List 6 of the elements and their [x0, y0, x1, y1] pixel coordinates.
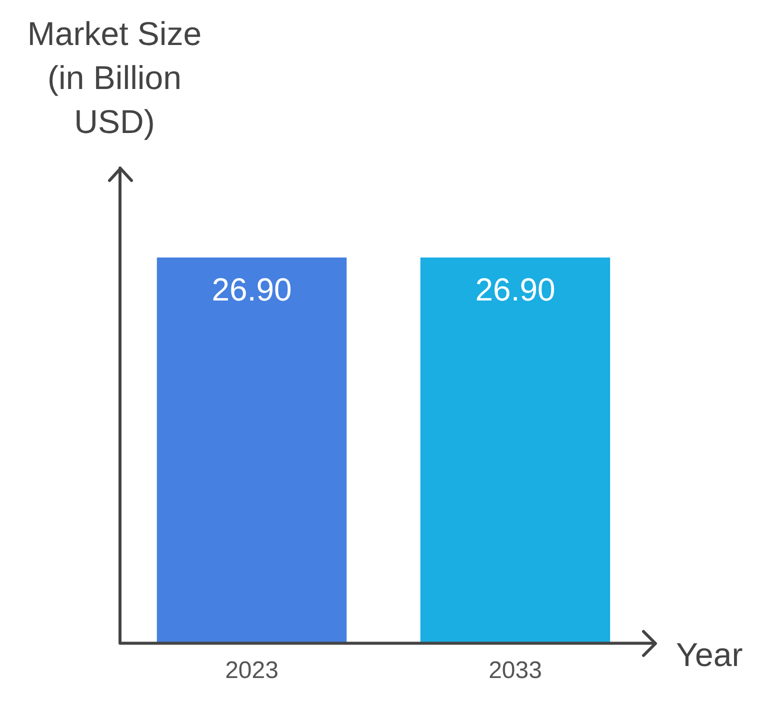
x-axis-title: Year — [676, 636, 743, 674]
data-label: 26.90 — [212, 271, 292, 308]
x-tick-label: 2033 — [488, 657, 542, 684]
x-tick-label: 2023 — [225, 657, 278, 684]
y-axis-title: Market Size (in Billion USD) — [26, 14, 203, 142]
data-label: 26.90 — [475, 271, 556, 308]
